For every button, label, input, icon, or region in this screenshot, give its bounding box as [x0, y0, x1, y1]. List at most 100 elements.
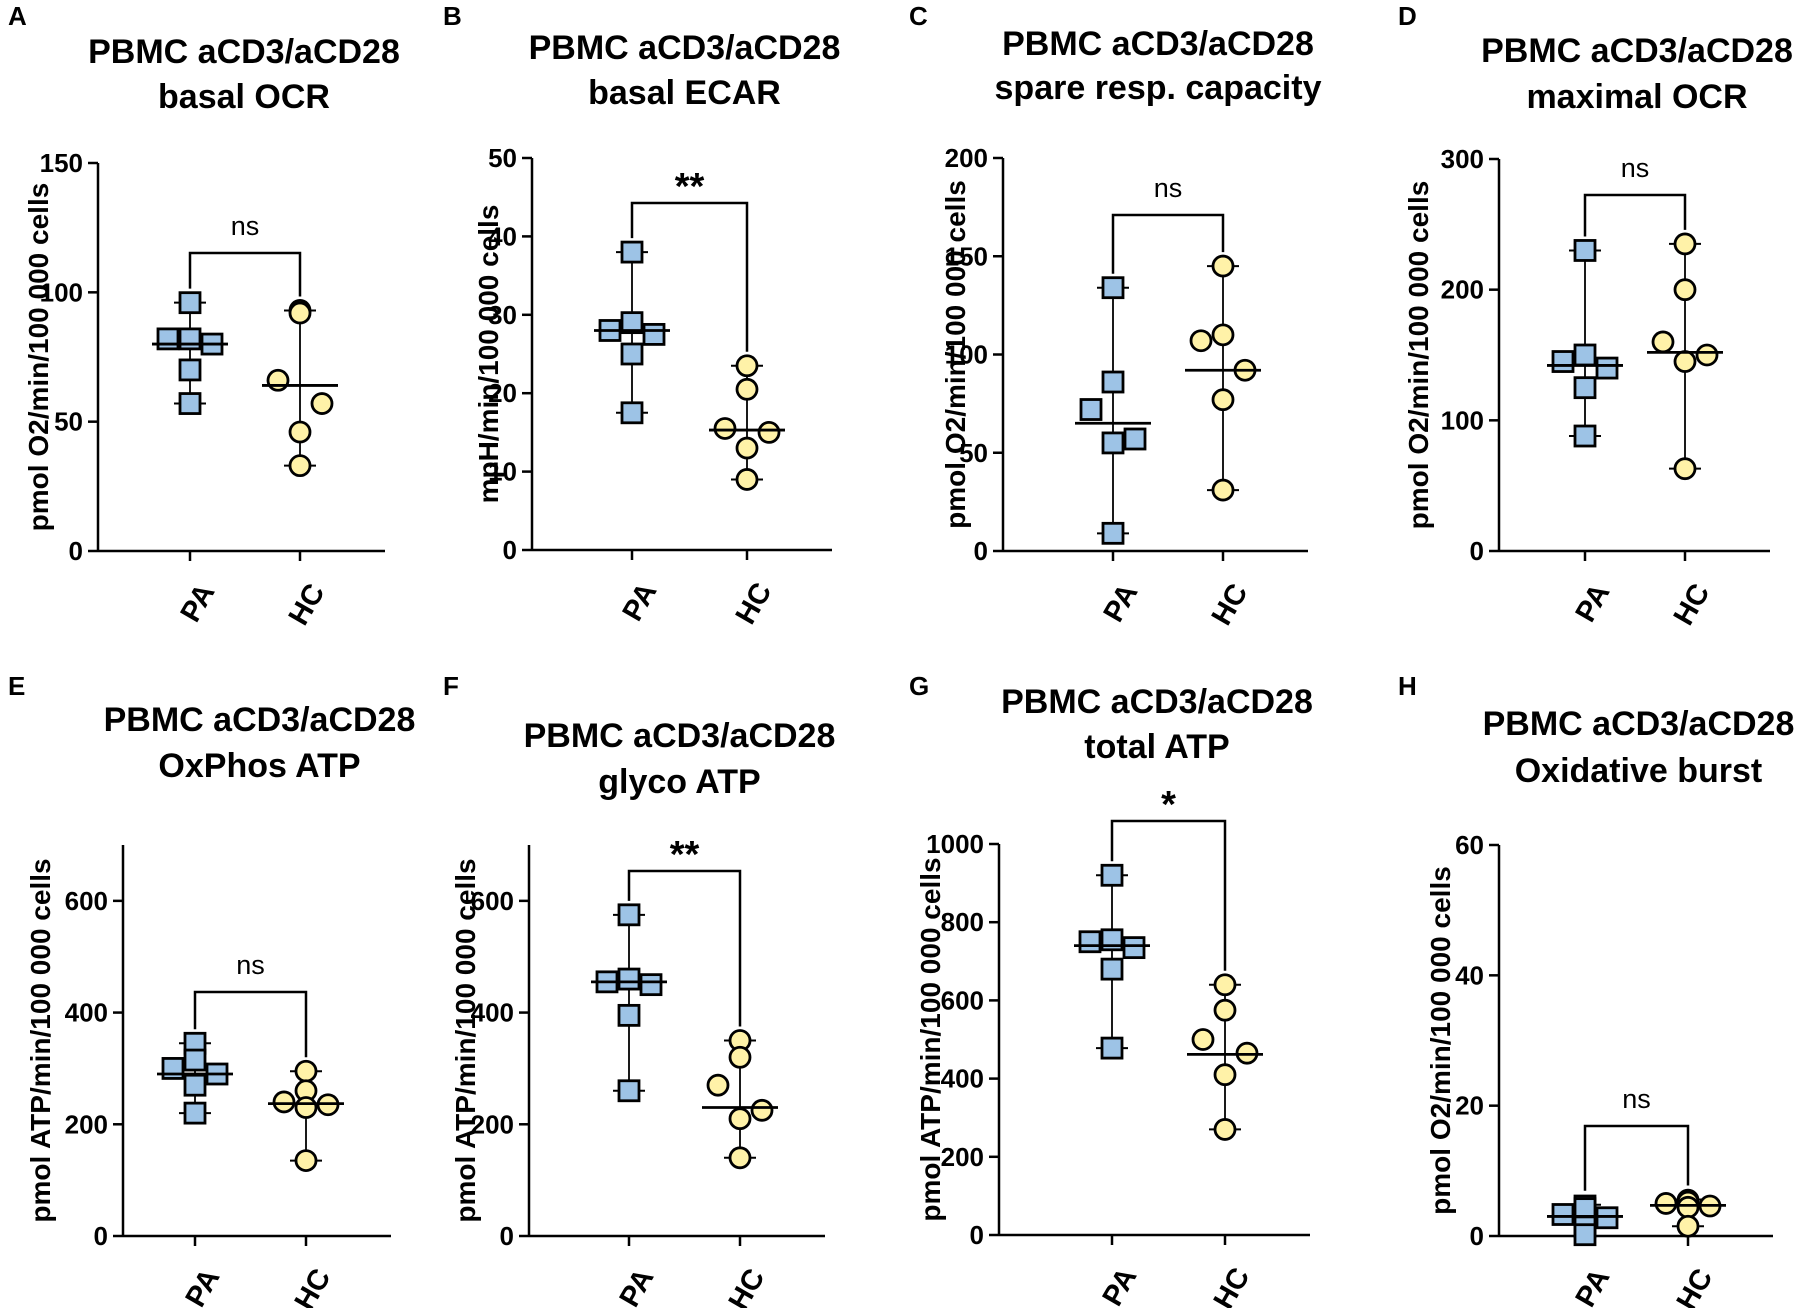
data-point-hc [1654, 1192, 1678, 1215]
y-axis-label: pmol ATP/min/100 000 cells [450, 858, 481, 1222]
data-point-hc [288, 454, 312, 478]
data-point-hc [1213, 1063, 1237, 1087]
panel-h: H PBMC aCD3/aCD28 Oxidative burst pmol O2/m… [1398, 671, 1794, 1308]
x-tick-label-hc: HC [283, 578, 332, 630]
y-tick-label: 40 [1455, 960, 1484, 990]
data-point-hc [310, 392, 334, 415]
chart-title-line-2: Oxidative burst [1515, 752, 1763, 790]
data-point-hc [294, 1096, 318, 1119]
y-axis-label: mpH/min/100 000 cells [473, 205, 504, 504]
chart-title-line-2: basal ECAR [588, 74, 781, 112]
y-tick-label: 600 [65, 886, 108, 916]
y-tick-label: 40 [488, 221, 517, 251]
y-tick-label: 300 [1441, 144, 1484, 174]
data-point-hc [272, 1090, 296, 1114]
data-point-hc [294, 1149, 318, 1172]
data-point-pa [620, 311, 644, 335]
x-tick-label-hc: HC [730, 577, 779, 629]
data-point-hc [728, 1146, 752, 1170]
chart-title-line-1: PBMC aCD3/aCD28 [88, 33, 400, 71]
data-point-pa [620, 401, 644, 425]
panel-c: C PBMC aCD3/aCD28 spare resp. capacity pmol… [909, 1, 1322, 631]
data-point-pa [1123, 427, 1147, 451]
y-tick-label: 100 [1441, 405, 1484, 435]
significance-bracket [1583, 1124, 1690, 1191]
significance-label: * [1161, 784, 1176, 826]
data-point-pa [639, 973, 663, 997]
chart-title-line-2: spare resp. capacity [995, 69, 1322, 107]
data-point-hc [1191, 1028, 1215, 1051]
x-tick-label-pa: PA [175, 578, 222, 627]
data-point-pa [1573, 239, 1597, 262]
y-tick-label: 150 [40, 148, 83, 178]
panel-letter: E [8, 671, 25, 701]
data-point-pa [183, 1073, 207, 1097]
data-point-pa [1100, 1036, 1124, 1060]
data-point-hc [1676, 1214, 1700, 1238]
chart-title-line-1: PBMC aCD3/aCD28 [524, 717, 836, 755]
data-point-pa [642, 322, 666, 346]
significance-bracket [1583, 193, 1687, 237]
significance-label: ** [670, 834, 700, 876]
y-tick-label: 0 [974, 536, 988, 566]
data-point-pa [1595, 356, 1619, 380]
significance-bracket [188, 251, 302, 297]
data-point-hc [1213, 1118, 1237, 1141]
y-tick-label: 10 [488, 457, 517, 487]
data-point-pa [1573, 1223, 1597, 1247]
data-point-pa [1100, 957, 1124, 981]
x-tick-label-hc: HC [1206, 578, 1255, 630]
data-point-pa [1101, 431, 1125, 455]
chart-title-line-1: PBMC aCD3/aCD28 [1483, 705, 1795, 743]
data-point-hc [706, 1073, 730, 1097]
data-point-pa [1573, 424, 1597, 448]
panel-b: B PBMC aCD3/aCD28 basal ECAR mpH/min/100 00… [443, 1, 840, 630]
data-point-hc [757, 420, 781, 444]
data-point-pa [617, 1003, 641, 1027]
y-tick-label: 400 [941, 1064, 984, 1094]
data-point-pa [178, 392, 202, 415]
chart-title-line-2: glyco ATP [598, 763, 760, 801]
significance-label: ns [1154, 173, 1183, 203]
chart-title-line-2: OxPhos ATP [158, 747, 360, 785]
panel-letter: H [1398, 671, 1417, 701]
y-tick-label: 20 [1455, 1091, 1484, 1121]
y-tick-label: 60 [1455, 830, 1484, 860]
y-axis-label: pmol O2/min/100 000 cells [1403, 181, 1434, 530]
data-point-pa [1122, 936, 1146, 960]
panel-a: A PBMC aCD3/aCD28 basal OCR pmol O2/min/100… [8, 1, 400, 631]
data-point-hc [728, 1045, 752, 1069]
data-point-pa [1101, 521, 1125, 545]
y-tick-label: 200 [941, 1142, 984, 1172]
panel-letter: F [443, 671, 459, 701]
x-tick-label-pa: PA [1098, 578, 1145, 627]
data-point-hc [735, 468, 759, 491]
data-point-hc [1673, 232, 1697, 256]
y-tick-label: 0 [1470, 536, 1484, 566]
x-tick-label-pa: PA [614, 1263, 661, 1308]
chart-title-line-2: basal OCR [158, 78, 330, 116]
y-tick-label: 200 [471, 1109, 514, 1139]
y-tick-label: 0 [503, 535, 517, 565]
data-point-hc [266, 368, 290, 392]
data-point-hc [1211, 254, 1235, 278]
data-point-hc [713, 417, 737, 440]
y-tick-label: 20 [488, 378, 517, 408]
data-point-pa [183, 1101, 207, 1125]
y-axis-label: pmol O2/min/100 000 cells [1425, 866, 1456, 1215]
chart-title-line-1: PBMC aCD3/aCD28 [104, 701, 416, 739]
data-point-pa [1078, 930, 1102, 954]
data-point-hc [1211, 388, 1235, 412]
y-axis-label: pmol O2/min/100 000 cells [23, 183, 54, 532]
x-tick-label-pa: PA [180, 1263, 227, 1308]
panel-e: E PBMC aCD3/aCD28 OxPhos ATP pmol ATP/min/1… [8, 671, 415, 1308]
data-point-pa [1551, 1203, 1575, 1226]
y-tick-label: 600 [471, 886, 514, 916]
y-tick-label: 400 [65, 998, 108, 1028]
data-point-pa [1573, 376, 1597, 400]
data-point-pa [161, 1057, 185, 1080]
data-point-hc [1211, 323, 1235, 347]
data-point-hc [735, 377, 759, 401]
y-tick-label: 0 [500, 1221, 514, 1251]
data-point-pa [1079, 398, 1103, 421]
